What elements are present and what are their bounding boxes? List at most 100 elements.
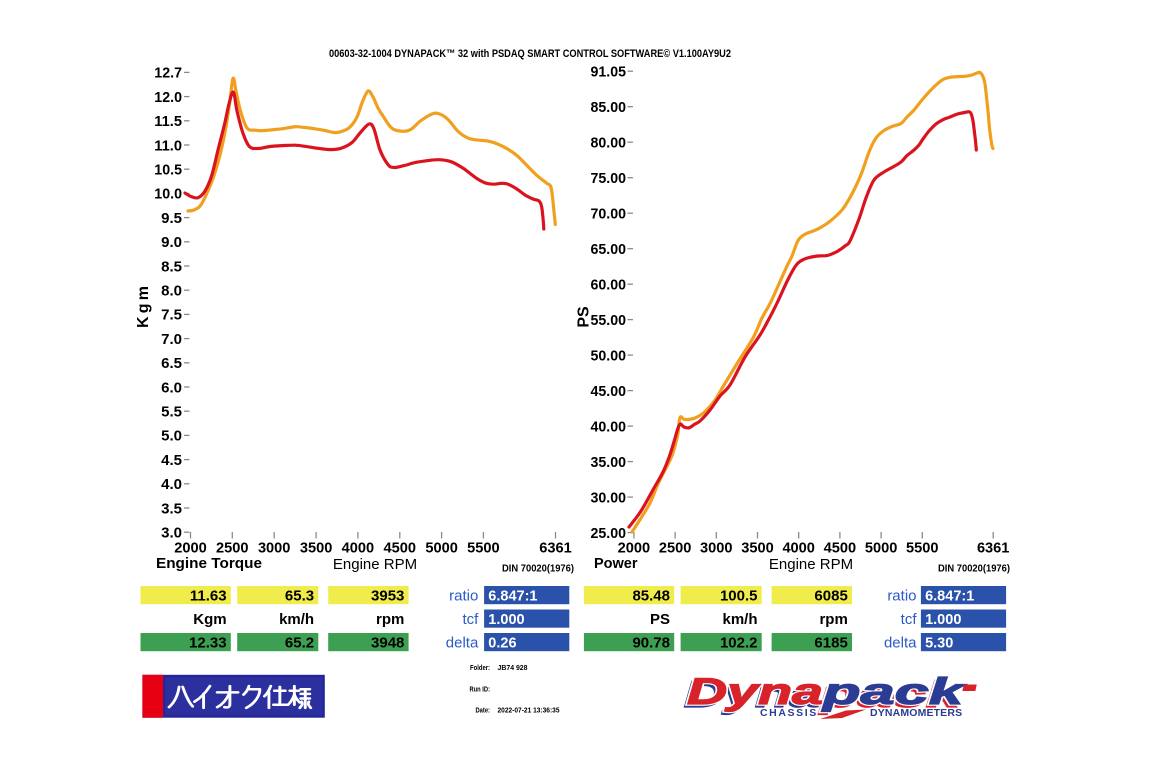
svg-text:4.5: 4.5	[161, 452, 182, 469]
svg-text:12.33: 12.33	[189, 634, 227, 651]
svg-text:delta: delta	[446, 634, 479, 651]
svg-text:8.5: 8.5	[161, 258, 182, 275]
svg-text:Power: Power	[594, 556, 638, 572]
svg-text:ratio: ratio	[887, 587, 916, 604]
svg-text:40.00: 40.00	[591, 418, 627, 435]
svg-text:6361: 6361	[977, 540, 1010, 557]
svg-text:Dyna: Dyna	[684, 674, 820, 715]
svg-text:7.0: 7.0	[161, 331, 182, 348]
svg-text:CHASSIS: CHASSIS	[760, 707, 818, 719]
svg-text:PS: PS	[650, 611, 670, 628]
svg-text:Kgm: Kgm	[135, 286, 152, 328]
svg-text:11.5: 11.5	[154, 113, 182, 130]
svg-text:5000: 5000	[425, 540, 458, 557]
svg-text:11.63: 11.63	[190, 587, 227, 604]
svg-text:3953: 3953	[371, 587, 404, 604]
svg-text:pack: pack	[818, 674, 964, 715]
svg-text:100.5: 100.5	[720, 587, 758, 604]
svg-text:12.0: 12.0	[154, 89, 182, 106]
svg-text:6361: 6361	[539, 540, 572, 557]
svg-text:delta: delta	[884, 634, 917, 651]
svg-text:Dyna: Dyna	[687, 671, 823, 712]
svg-text:11.0: 11.0	[154, 137, 182, 154]
svg-text:60.00: 60.00	[591, 277, 627, 294]
svg-text:5000: 5000	[865, 540, 898, 557]
svg-text:85.48: 85.48	[632, 587, 670, 604]
svg-text:90.78: 90.78	[632, 634, 670, 651]
svg-text:2500: 2500	[659, 540, 692, 557]
svg-text:3948: 3948	[371, 634, 404, 651]
svg-text:ratio: ratio	[449, 587, 478, 604]
svg-text:2500: 2500	[216, 540, 249, 557]
svg-text:65.2: 65.2	[285, 634, 314, 651]
svg-text:6.0: 6.0	[161, 379, 182, 396]
svg-text:35.00: 35.00	[591, 454, 627, 471]
svg-text:9.0: 9.0	[161, 234, 182, 251]
svg-text:Date:: Date:	[476, 706, 491, 715]
svg-text:pack: pack	[821, 671, 967, 712]
svg-text:3.5: 3.5	[161, 500, 182, 517]
svg-text:2022-07-21 13:36:35: 2022-07-21 13:36:35	[498, 706, 560, 715]
svg-text:DIN 70020(1976): DIN 70020(1976)	[938, 563, 1010, 575]
svg-text:3000: 3000	[258, 540, 291, 557]
svg-text:65.00: 65.00	[591, 241, 627, 258]
svg-text:5.5: 5.5	[161, 404, 182, 421]
svg-text:tcf: tcf	[901, 611, 918, 628]
svg-text:6.5: 6.5	[161, 355, 182, 372]
svg-text:85.00: 85.00	[591, 99, 627, 116]
svg-text:Folder:: Folder:	[470, 663, 490, 672]
svg-text:7.5: 7.5	[161, 307, 182, 324]
svg-text:5.0: 5.0	[161, 428, 182, 445]
svg-text:70.00: 70.00	[591, 206, 627, 223]
svg-text:Engine RPM: Engine RPM	[333, 556, 417, 573]
svg-text:DYNAMOMETERS: DYNAMOMETERS	[870, 707, 962, 719]
svg-text:45.00: 45.00	[591, 383, 627, 400]
svg-text:3.0: 3.0	[161, 525, 182, 542]
svg-text:00603-32-1004 DYNAPACK™ 32 wit: 00603-32-1004 DYNAPACK™ 32 with PSDAQ SM…	[329, 48, 731, 60]
svg-text:5500: 5500	[906, 540, 939, 557]
svg-text:10.0: 10.0	[154, 186, 182, 203]
svg-text:rpm: rpm	[819, 611, 847, 628]
svg-text:91.05: 91.05	[591, 64, 627, 81]
svg-text:km/h: km/h	[722, 611, 757, 628]
svg-text:Kgm: Kgm	[193, 611, 226, 628]
svg-text:4500: 4500	[384, 540, 417, 557]
svg-text:4000: 4000	[342, 540, 375, 557]
svg-text:2000: 2000	[174, 540, 207, 557]
svg-text:9.5: 9.5	[161, 210, 182, 227]
svg-text:55.00: 55.00	[591, 312, 627, 329]
svg-text:DIN 70020(1976): DIN 70020(1976)	[502, 563, 574, 575]
svg-text:102.2: 102.2	[720, 634, 758, 651]
svg-text:5.30: 5.30	[925, 635, 953, 651]
svg-text:4500: 4500	[824, 540, 857, 557]
svg-text:JB74 928: JB74 928	[498, 663, 528, 672]
svg-text:30.00: 30.00	[591, 489, 627, 506]
svg-text:5500: 5500	[467, 540, 500, 557]
svg-text:12.7: 12.7	[154, 65, 182, 82]
svg-text:Dyna: Dyna	[687, 671, 823, 712]
svg-text:0.26: 0.26	[488, 635, 516, 651]
svg-text:2000: 2000	[618, 540, 651, 557]
svg-text:8.0: 8.0	[161, 283, 182, 300]
svg-text:Engine Torque: Engine Torque	[156, 556, 262, 572]
svg-text:6185: 6185	[814, 634, 847, 651]
svg-text:PS: PS	[576, 306, 593, 328]
svg-text:75.00: 75.00	[591, 170, 627, 187]
svg-text:6085: 6085	[814, 587, 847, 604]
svg-text:80.00: 80.00	[591, 135, 627, 152]
svg-text:rpm: rpm	[376, 611, 404, 628]
svg-text:3500: 3500	[741, 540, 774, 557]
svg-text:6.847:1: 6.847:1	[925, 588, 974, 604]
svg-text:km/h: km/h	[279, 611, 314, 628]
svg-text:Engine RPM: Engine RPM	[769, 556, 853, 573]
svg-text:4000: 4000	[782, 540, 815, 557]
svg-text:65.3: 65.3	[285, 587, 314, 604]
svg-text:25.00: 25.00	[591, 525, 627, 542]
svg-text:3500: 3500	[300, 540, 333, 557]
svg-text:50.00: 50.00	[591, 347, 627, 364]
svg-text:pack: pack	[821, 671, 967, 712]
svg-text:tcf: tcf	[462, 611, 479, 628]
svg-text:10.5: 10.5	[154, 162, 182, 179]
svg-text:4.0: 4.0	[161, 476, 182, 493]
svg-text:3000: 3000	[700, 540, 733, 557]
